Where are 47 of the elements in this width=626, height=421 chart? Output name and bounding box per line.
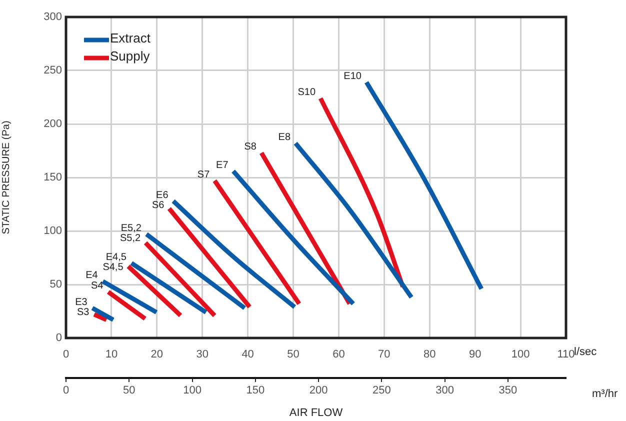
y-tick-label: 200: [44, 118, 62, 130]
annotation: S7: [197, 169, 210, 180]
x2-tick-label: 200: [309, 384, 328, 397]
annotation: E5,2: [120, 222, 142, 234]
legend-label: Extract: [110, 30, 151, 46]
annotation: S3: [76, 306, 90, 318]
y-tick-label: 150: [44, 172, 62, 184]
x-tick-label: 40: [242, 348, 254, 361]
annotation: E3: [75, 296, 88, 308]
x-tick-label: 70: [378, 348, 390, 361]
x2-tick-label: 250: [372, 384, 391, 397]
x2-tick-label: 100: [183, 384, 202, 397]
y-tick-label: 100: [44, 225, 62, 238]
annotation: S4: [91, 280, 104, 292]
x-tick-label: 80: [424, 348, 436, 361]
x2-tick-label: 50: [123, 384, 136, 397]
annotation: S5,2: [120, 232, 141, 244]
legend-label: Supply: [110, 48, 150, 64]
annotation: S10: [298, 87, 316, 98]
y-axis-title: STATIC PRESSURE (Pa): [0, 120, 12, 234]
x-tick-label: 110: [557, 348, 575, 361]
annotation: E8: [278, 132, 291, 144]
y-tick-label: 0: [56, 332, 62, 344]
y-tick-label: 50: [50, 278, 62, 291]
annotation: S6: [152, 200, 165, 211]
x-tick-label: 100: [511, 348, 530, 361]
x2-tick-label: 300: [436, 384, 454, 397]
x-tick-label: 90: [468, 348, 482, 361]
annotation: S4,5: [102, 262, 124, 273]
annotation: E6: [156, 190, 169, 201]
x-axis-title: l/sec: [574, 346, 598, 358]
x-tick-label: 10: [105, 348, 118, 361]
text: AIR FLOW: [289, 407, 344, 420]
annotation: E7: [216, 160, 229, 171]
x2-tick-label: 150: [246, 384, 265, 397]
x-tick-label: 20: [150, 348, 164, 361]
annotation: E10: [344, 71, 362, 82]
x-tick-label: 30: [196, 348, 208, 361]
x-tick-label: 50: [287, 348, 300, 361]
x-tick-label: 60: [332, 348, 345, 361]
x2-axis-title: m³/hr: [592, 388, 618, 400]
y-tick-label: 250: [44, 64, 62, 77]
annotation: S8: [244, 142, 257, 153]
y-tick-label: 300: [44, 11, 62, 24]
annotation: E4: [86, 270, 98, 282]
annotation: E4,5: [106, 252, 127, 263]
x2-tick-label: 350: [498, 384, 518, 397]
